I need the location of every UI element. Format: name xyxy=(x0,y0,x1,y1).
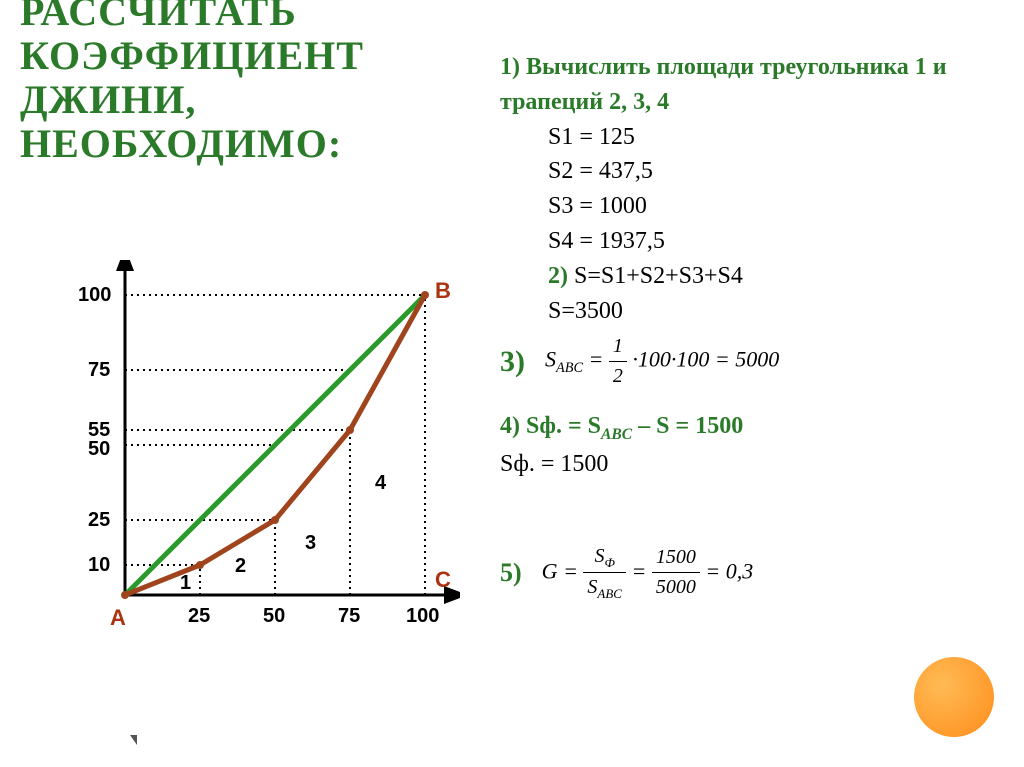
y-tick-10: 10 xyxy=(88,554,110,577)
step4-line: 4) Sф. = SABC – S = 1500 xyxy=(500,409,1000,446)
region-2: 2 xyxy=(235,555,246,578)
step5-row: 5) G = SФSABC = 15005000 = 0,3 xyxy=(500,542,1000,605)
step3-row: 3) SABC = 12 ·100·100 = 5000 xyxy=(500,332,1000,391)
region-3: 3 xyxy=(305,532,316,555)
formula-g: G = SФSABC = 15005000 = 0,3 xyxy=(542,542,754,605)
point-label-A: A xyxy=(110,605,126,631)
y-tick-75: 75 xyxy=(88,359,110,382)
y-tick-25: 25 xyxy=(88,509,110,532)
step1-val-3: S4 = 1937,5 xyxy=(500,224,1000,259)
step1-val-0: S1 = 125 xyxy=(500,120,1000,155)
x-tick-75: 75 xyxy=(338,605,360,628)
region-4: 4 xyxy=(375,472,386,495)
decorative-circle xyxy=(914,657,994,737)
step2-line: 2) S=S1+S2+S3+S4 xyxy=(500,259,1000,294)
x-tick-100: 100 xyxy=(406,605,439,628)
decorative-triangle xyxy=(130,735,137,745)
step4-result: Sф. = 1500 xyxy=(500,447,1000,482)
step1-heading: 1) Вычислить площади треугольника 1 и тр… xyxy=(500,50,1000,120)
point-label-B: B xyxy=(435,278,451,304)
y-tick-100: 100 xyxy=(78,284,111,307)
x-tick-50: 50 xyxy=(263,605,285,628)
formula-sabc: SABC = 12 ·100·100 = 5000 xyxy=(545,332,779,391)
region-1: 1 xyxy=(180,572,191,595)
steps-column: 1) Вычислить площади треугольника 1 и тр… xyxy=(500,50,1000,604)
step2-result: S=3500 xyxy=(500,294,1000,329)
lorenz-chart: 100 75 55 50 25 10 25 50 75 100 A B C 1 … xyxy=(40,260,460,660)
x-tick-25: 25 xyxy=(188,605,210,628)
step1-val-2: S3 = 1000 xyxy=(500,189,1000,224)
step1-val-1: S2 = 437,5 xyxy=(500,154,1000,189)
point-label-C: C xyxy=(435,567,451,593)
y-tick-50: 50 xyxy=(88,438,110,461)
page-title: РАССЧИТАТЬ КОЭФФИЦИЕНТ ДЖИНИ, НЕОБХОДИМО… xyxy=(20,0,364,166)
